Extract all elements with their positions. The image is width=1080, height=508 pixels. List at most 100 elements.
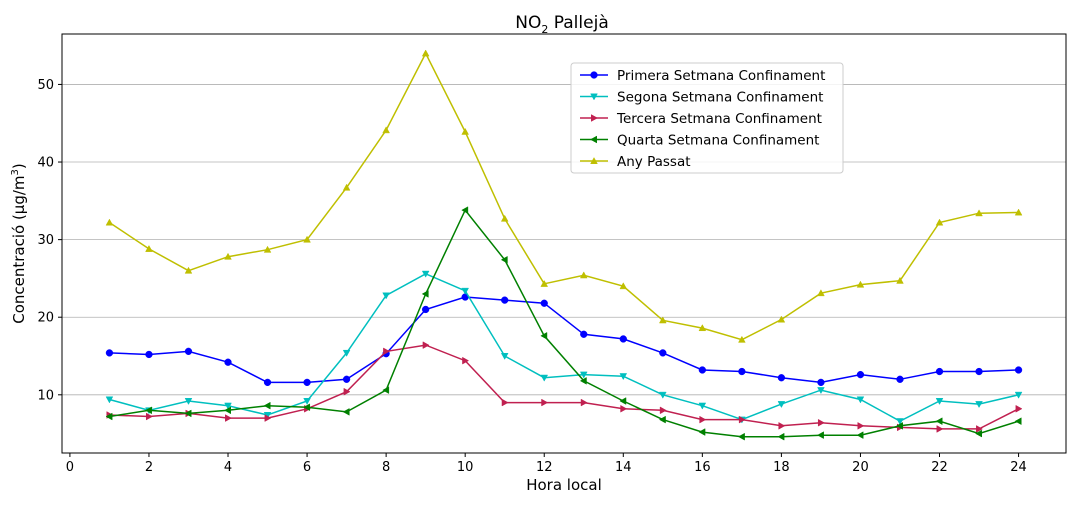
data-point	[698, 366, 706, 374]
x-tick-label: 0	[66, 460, 74, 475]
data-point	[303, 398, 311, 405]
legend-marker	[590, 157, 598, 164]
data-point	[619, 282, 628, 290]
data-point	[263, 245, 272, 253]
data-point	[620, 404, 628, 413]
data-point	[1014, 366, 1023, 374]
data-point	[224, 402, 232, 410]
legend-label: Primera Setmana Confinament	[617, 68, 825, 84]
data-point	[856, 280, 865, 288]
data-point	[579, 271, 588, 279]
data-point	[462, 356, 470, 365]
data-point	[422, 305, 430, 314]
y-tick-label: 50	[37, 78, 54, 93]
data-point	[461, 206, 469, 214]
data-point	[540, 299, 548, 307]
series-segona-setmana-confinament	[105, 270, 1023, 426]
legend-item: Primera Setmana Confinament	[580, 68, 825, 84]
data-point	[698, 324, 707, 332]
data-point	[225, 414, 232, 422]
data-point	[935, 398, 944, 405]
data-point	[976, 425, 983, 433]
legend-item: Any Passat	[580, 154, 691, 170]
y-axis-title: Concentració (µg/m3)	[10, 163, 28, 324]
data-point	[303, 235, 311, 243]
data-point	[817, 387, 825, 395]
data-point	[224, 406, 231, 415]
data-point	[658, 391, 667, 399]
data-point	[778, 422, 786, 430]
legend-item: Segona Setmana Confinament	[580, 90, 823, 106]
data-point	[896, 422, 903, 430]
data-point	[342, 349, 351, 357]
data-point	[896, 276, 904, 284]
data-point	[857, 422, 865, 430]
x-tick-label: 2	[145, 460, 153, 475]
data-point	[817, 289, 825, 297]
x-axis-title: Hora local	[526, 476, 602, 494]
data-point	[264, 414, 272, 422]
data-point	[342, 375, 351, 383]
data-point	[975, 367, 983, 376]
legend-marker	[590, 71, 598, 79]
series-tercera-setmana-confinament	[106, 341, 1023, 433]
data-point	[303, 403, 311, 412]
series-line	[109, 272, 1019, 423]
data-point	[421, 270, 430, 278]
data-point	[699, 415, 707, 424]
series-quarta-setmana-confinament	[105, 206, 1022, 441]
data-point	[343, 387, 351, 396]
legend-item: Quarta Setmana Confinament	[580, 133, 819, 149]
x-axis: 0 2 4 6 8 10 12 14 16 18 20 22 24	[66, 453, 1027, 475]
x-tick-label: 18	[773, 460, 790, 475]
data-point	[184, 347, 193, 356]
legend-label: Segona Setmana Confinament	[617, 90, 823, 106]
y-tick-label: 20	[37, 311, 54, 326]
data-point	[145, 406, 152, 415]
x-tick-label: 22	[931, 460, 948, 475]
data-point	[145, 350, 153, 359]
series-line	[109, 208, 1019, 438]
data-point	[777, 401, 786, 409]
data-point	[540, 279, 549, 287]
data-point	[145, 412, 153, 421]
data-point	[619, 397, 627, 405]
data-point	[105, 218, 114, 226]
legend-box	[570, 62, 844, 174]
series-any-passat	[105, 49, 1023, 343]
legend-label: Tercera Setmana Confinament	[616, 111, 822, 127]
grid	[62, 84, 1066, 396]
data-point	[184, 398, 193, 405]
x-tick-label: 20	[852, 460, 869, 475]
data-point	[540, 332, 548, 340]
data-point	[698, 402, 707, 410]
data-point	[1014, 417, 1022, 426]
legend-marker	[590, 135, 597, 144]
data-point	[501, 398, 509, 407]
data-point	[817, 431, 824, 439]
data-point	[659, 349, 667, 357]
data-point	[303, 378, 311, 387]
data-point	[105, 412, 113, 421]
data-point	[856, 396, 865, 404]
data-point	[738, 415, 746, 424]
data-point	[580, 330, 588, 338]
x-tick-label: 24	[1010, 460, 1027, 475]
data-point	[856, 431, 864, 439]
data-point	[698, 428, 706, 436]
data-point	[935, 218, 944, 226]
data-point	[658, 415, 666, 424]
data-point	[105, 349, 114, 357]
x-tick-label: 8	[382, 460, 390, 475]
chart-title: NO2 Pallejà	[515, 13, 608, 36]
legend-marker	[590, 93, 598, 101]
data-point	[541, 398, 549, 407]
data-point	[580, 398, 588, 407]
x-tick-label: 14	[615, 460, 632, 475]
data-point	[817, 418, 825, 427]
data-point	[184, 409, 192, 418]
data-point	[777, 315, 786, 323]
data-point	[382, 126, 390, 134]
data-point	[579, 377, 587, 385]
y-tick-label: 10	[37, 388, 54, 403]
